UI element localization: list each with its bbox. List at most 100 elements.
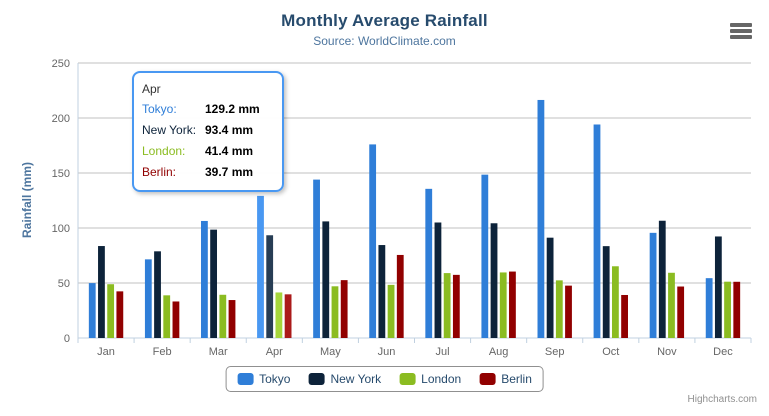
x-axis-tick-label: Nov bbox=[657, 346, 677, 358]
x-axis-tick-label: Jul bbox=[436, 346, 450, 358]
legend-swatch-icon bbox=[308, 373, 325, 385]
y-axis-tick-label: 50 bbox=[58, 278, 70, 290]
tooltip-series-label: Tokyo: bbox=[142, 102, 177, 116]
bar-tokyo-sep[interactable] bbox=[537, 99, 545, 339]
legend-item-berlin[interactable]: Berlin bbox=[479, 372, 532, 386]
bar-new-york-jan[interactable] bbox=[98, 246, 105, 338]
bar-berlin-dec[interactable] bbox=[733, 281, 741, 338]
legend-swatch-icon bbox=[479, 373, 496, 385]
bar-new-york-nov[interactable] bbox=[658, 220, 666, 338]
tooltip-category: Apr bbox=[142, 82, 161, 96]
bar-berlin-mar[interactable] bbox=[228, 300, 236, 338]
legend-item-label: New York bbox=[330, 372, 382, 386]
bar-berlin-sep[interactable] bbox=[565, 285, 572, 338]
bar-new-york-apr[interactable] bbox=[266, 235, 274, 338]
y-axis-title: Rainfall (mm) bbox=[20, 162, 34, 239]
bar-tokyo-jun[interactable] bbox=[369, 144, 377, 338]
bar-london-may[interactable] bbox=[331, 286, 339, 338]
bar-tokyo-nov[interactable] bbox=[649, 232, 657, 338]
bar-new-york-may[interactable] bbox=[322, 221, 330, 338]
bar-london-apr[interactable] bbox=[275, 292, 283, 338]
bar-berlin-oct[interactable] bbox=[621, 294, 628, 338]
bar-tokyo-jul[interactable] bbox=[425, 188, 433, 338]
legend-item-label: Berlin bbox=[501, 372, 532, 386]
bar-tokyo-jan[interactable] bbox=[88, 283, 96, 338]
bar-london-dec[interactable] bbox=[724, 281, 731, 338]
bar-berlin-jan[interactable] bbox=[116, 291, 124, 338]
bar-london-jan[interactable] bbox=[107, 284, 115, 338]
tooltip-row: Tokyo: 129.2 mm bbox=[142, 99, 274, 120]
x-axis-tick-label: Mar bbox=[209, 346, 228, 358]
bar-new-york-jul[interactable] bbox=[434, 222, 442, 339]
legend-item-tokyo[interactable]: Tokyo bbox=[237, 372, 290, 386]
x-axis-tick-label: Dec bbox=[713, 346, 733, 358]
tooltip-rows: Tokyo: 129.2 mm New York: 93.4 mm London: 41.… bbox=[142, 99, 274, 183]
bar-london-jul[interactable] bbox=[443, 273, 451, 338]
tooltip-series-value: 93.4 mm bbox=[205, 123, 254, 137]
chart-subtitle: Source: WorldClimate.com bbox=[313, 34, 456, 48]
bar-tokyo-dec[interactable] bbox=[705, 278, 713, 338]
tooltip-series-label: Berlin: bbox=[142, 165, 177, 179]
bar-new-york-aug[interactable] bbox=[490, 223, 498, 338]
x-axis-tick-label: Sep bbox=[545, 346, 565, 358]
x-axis-tick-label: Oct bbox=[602, 346, 619, 358]
bar-london-nov[interactable] bbox=[668, 272, 675, 338]
x-axis-tick-label: Jun bbox=[378, 346, 396, 358]
tooltip-row: New York: 93.4 mm bbox=[142, 120, 274, 141]
bar-london-aug[interactable] bbox=[499, 272, 507, 338]
tooltip-series-value: 39.7 mm bbox=[205, 165, 254, 179]
bar-tokyo-may[interactable] bbox=[313, 179, 320, 338]
x-axis-tick-label: Apr bbox=[266, 346, 283, 358]
legend: Tokyo New York London Berlin bbox=[225, 366, 544, 392]
bar-new-york-dec[interactable] bbox=[714, 236, 722, 338]
tooltip-row: London: 41.4 mm bbox=[142, 141, 274, 162]
bar-berlin-feb[interactable] bbox=[172, 301, 180, 338]
y-axis-tick-label: 250 bbox=[52, 58, 70, 70]
bar-tokyo-oct[interactable] bbox=[593, 124, 601, 339]
tooltip-series-value: 41.4 mm bbox=[205, 144, 254, 158]
bar-berlin-jun[interactable] bbox=[396, 254, 404, 338]
bar-berlin-apr[interactable] bbox=[284, 294, 292, 338]
x-axis-tick-label: Feb bbox=[153, 346, 172, 358]
y-axis-tick-label: 0 bbox=[64, 333, 70, 345]
chart-tooltip: Apr Tokyo: 129.2 mm New York: 93.4 mm London… bbox=[132, 71, 284, 192]
bar-london-feb[interactable] bbox=[163, 295, 171, 338]
bar-berlin-may[interactable] bbox=[340, 280, 348, 338]
legend-item-label: London bbox=[421, 372, 462, 386]
bar-berlin-aug[interactable] bbox=[509, 271, 516, 338]
legend-item-london[interactable]: London bbox=[399, 372, 461, 386]
x-axis-tick-label: Jan bbox=[97, 346, 115, 358]
bar-berlin-nov[interactable] bbox=[677, 286, 685, 338]
bar-tokyo-mar[interactable] bbox=[201, 220, 208, 338]
bar-london-sep[interactable] bbox=[555, 280, 563, 338]
bar-new-york-mar[interactable] bbox=[210, 229, 218, 338]
bar-tokyo-aug[interactable] bbox=[481, 174, 489, 338]
tooltip-row: Berlin: 39.7 mm bbox=[142, 162, 274, 183]
bar-new-york-sep[interactable] bbox=[546, 237, 554, 338]
chart-title: Monthly Average Rainfall bbox=[281, 11, 488, 30]
bar-new-york-jun[interactable] bbox=[378, 245, 386, 338]
legend-swatch-icon bbox=[237, 373, 254, 385]
bar-london-jun[interactable] bbox=[387, 284, 395, 338]
bar-berlin-jul[interactable] bbox=[452, 274, 460, 338]
x-axis-tick-label: May bbox=[320, 346, 341, 358]
legend-swatch-icon bbox=[399, 373, 416, 385]
tooltip-series-label: London: bbox=[142, 144, 186, 158]
y-axis-tick-label: 100 bbox=[52, 223, 70, 235]
legend-item-label: Tokyo bbox=[259, 372, 291, 386]
bar-london-oct[interactable] bbox=[611, 266, 619, 338]
bar-london-mar[interactable] bbox=[219, 294, 227, 338]
y-axis-tick-label: 150 bbox=[52, 168, 70, 180]
tooltip-series-label: New York: bbox=[142, 123, 197, 137]
context-menu-button[interactable] bbox=[728, 21, 754, 41]
credits-link[interactable]: Highcharts.com bbox=[687, 394, 757, 405]
bar-new-york-feb[interactable] bbox=[154, 251, 161, 338]
bar-tokyo-feb[interactable] bbox=[144, 259, 152, 338]
hamburger-icon bbox=[730, 23, 752, 39]
x-axis-tick-label: Aug bbox=[489, 346, 509, 358]
bar-new-york-oct[interactable] bbox=[602, 246, 610, 338]
bar-tokyo-apr[interactable] bbox=[257, 195, 264, 338]
legend-item-new-york[interactable]: New York bbox=[308, 372, 381, 386]
